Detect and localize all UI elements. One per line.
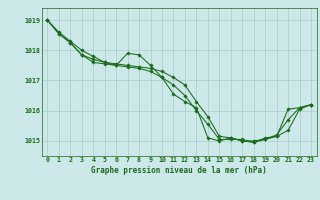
X-axis label: Graphe pression niveau de la mer (hPa): Graphe pression niveau de la mer (hPa) xyxy=(91,166,267,175)
